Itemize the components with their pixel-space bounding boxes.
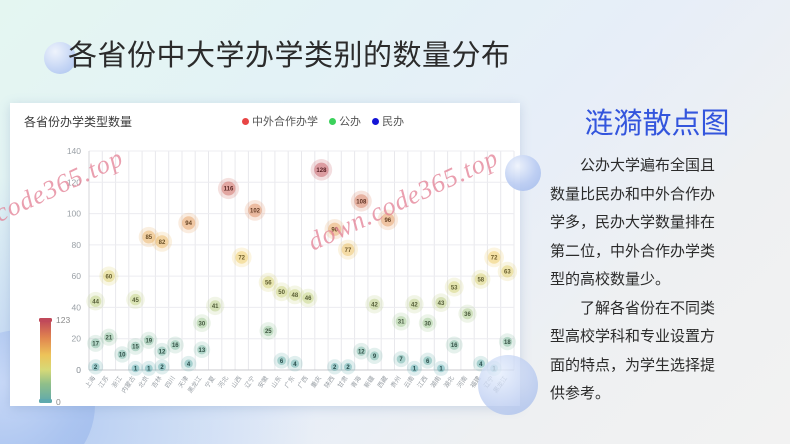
svg-text:河北: 河北 (216, 374, 230, 389)
svg-text:20: 20 (72, 334, 82, 344)
svg-text:0: 0 (76, 365, 81, 375)
svg-text:60: 60 (72, 271, 82, 281)
svg-text:16: 16 (451, 343, 458, 349)
svg-text:江西: 江西 (416, 375, 430, 390)
svg-text:58: 58 (477, 278, 484, 284)
svg-text:青海: 青海 (348, 373, 363, 389)
svg-text:贵州: 贵州 (388, 374, 403, 389)
svg-text:北京: 北京 (136, 374, 151, 389)
svg-text:77: 77 (345, 248, 352, 254)
svg-text:17: 17 (92, 342, 99, 348)
svg-text:42: 42 (411, 303, 418, 309)
svg-text:吉林: 吉林 (149, 373, 164, 389)
svg-text:25: 25 (265, 329, 272, 335)
svg-text:13: 13 (199, 348, 206, 354)
svg-text:36: 36 (464, 312, 471, 318)
svg-text:82: 82 (159, 240, 166, 246)
svg-text:46: 46 (305, 296, 312, 302)
svg-text:甘肃: 甘肃 (335, 374, 350, 389)
svg-text:60: 60 (106, 274, 113, 280)
svg-text:21: 21 (106, 335, 113, 341)
svg-text:43: 43 (438, 301, 445, 307)
svg-text:宁夏: 宁夏 (202, 373, 217, 389)
svg-text:48: 48 (292, 293, 299, 299)
svg-text:湖南: 湖南 (428, 374, 443, 389)
svg-text:上海: 上海 (83, 373, 98, 389)
svg-text:94: 94 (185, 221, 192, 227)
svg-text:湖北: 湖北 (441, 373, 456, 389)
svg-text:41: 41 (212, 304, 219, 310)
svg-text:0: 0 (56, 397, 61, 406)
svg-text:31: 31 (398, 320, 405, 326)
svg-text:44: 44 (92, 299, 99, 305)
svg-text:18: 18 (504, 340, 511, 346)
svg-text:80: 80 (72, 240, 82, 250)
svg-text:140: 140 (67, 146, 81, 156)
svg-text:72: 72 (491, 256, 498, 262)
svg-text:19: 19 (145, 339, 152, 345)
svg-text:42: 42 (371, 303, 378, 309)
svg-text:河南: 河南 (455, 374, 470, 389)
svg-text:山东: 山东 (269, 374, 284, 389)
svg-text:江苏: 江苏 (96, 374, 111, 389)
svg-text:50: 50 (278, 290, 285, 296)
svg-text:山西: 山西 (229, 374, 244, 389)
svg-text:72: 72 (238, 256, 245, 262)
svg-text:内蒙古: 内蒙古 (119, 374, 137, 395)
svg-text:广西: 广西 (295, 374, 310, 389)
svg-text:黑龙江: 黑龙江 (185, 373, 204, 394)
svg-text:116: 116 (224, 187, 234, 193)
svg-text:云南: 云南 (401, 374, 416, 389)
svg-text:63: 63 (504, 270, 511, 276)
svg-text:12: 12 (358, 349, 365, 355)
svg-text:15: 15 (132, 345, 139, 351)
svg-text:85: 85 (145, 235, 152, 241)
svg-text:30: 30 (199, 321, 206, 327)
svg-text:重庆: 重庆 (308, 373, 323, 389)
svg-text:53: 53 (451, 285, 458, 291)
svg-text:西藏: 西藏 (375, 373, 390, 389)
svg-text:45: 45 (132, 298, 139, 304)
svg-text:56: 56 (265, 281, 272, 287)
svg-text:辽宁: 辽宁 (242, 374, 257, 389)
svg-text:30: 30 (424, 321, 431, 327)
svg-text:40: 40 (72, 302, 82, 312)
svg-text:安徽: 安徽 (255, 373, 270, 389)
svg-text:128: 128 (316, 168, 327, 174)
svg-text:100: 100 (67, 209, 81, 219)
svg-text:陕西: 陕西 (322, 374, 337, 389)
svg-text:10: 10 (119, 353, 126, 359)
svg-text:16: 16 (172, 343, 179, 349)
svg-text:四川: 四川 (163, 375, 177, 390)
svg-text:102: 102 (250, 209, 261, 215)
svg-text:12: 12 (159, 349, 166, 355)
svg-text:新疆: 新疆 (362, 373, 377, 389)
svg-text:广东: 广东 (282, 374, 297, 389)
svg-text:123: 123 (56, 315, 70, 325)
